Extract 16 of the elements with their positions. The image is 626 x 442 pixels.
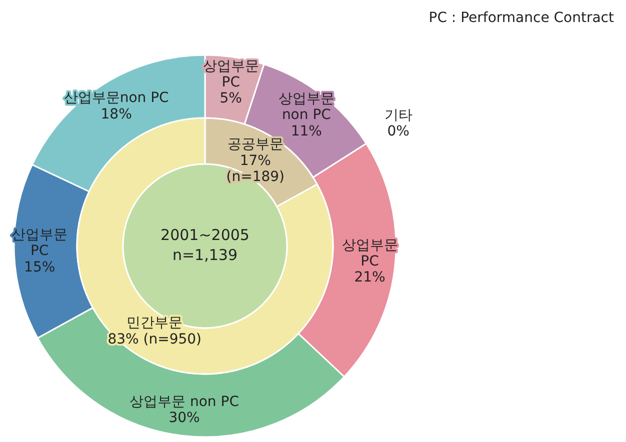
data-label: 17% (n=189) xyxy=(226,152,285,185)
slice-label: 상업부문 non PC xyxy=(130,394,240,410)
slice-label: 민간부문 xyxy=(126,314,183,331)
slice-label: 상업부문 PC xyxy=(202,58,259,90)
slice-label: 공공부문 xyxy=(227,136,284,153)
text: PC : Performance Contract xyxy=(428,10,615,26)
text: 0% xyxy=(387,123,410,140)
data-label: 30% xyxy=(168,410,200,426)
category-label: 기타 xyxy=(384,107,412,124)
data-label: 15% xyxy=(24,259,56,276)
data-label: 11% xyxy=(290,123,322,140)
text: n=1,139 xyxy=(172,246,238,264)
data-label: 18% xyxy=(100,106,132,122)
data-label: 21% xyxy=(354,270,386,286)
data-label: 5% xyxy=(220,90,242,106)
text: 2001~2005 xyxy=(160,226,250,244)
